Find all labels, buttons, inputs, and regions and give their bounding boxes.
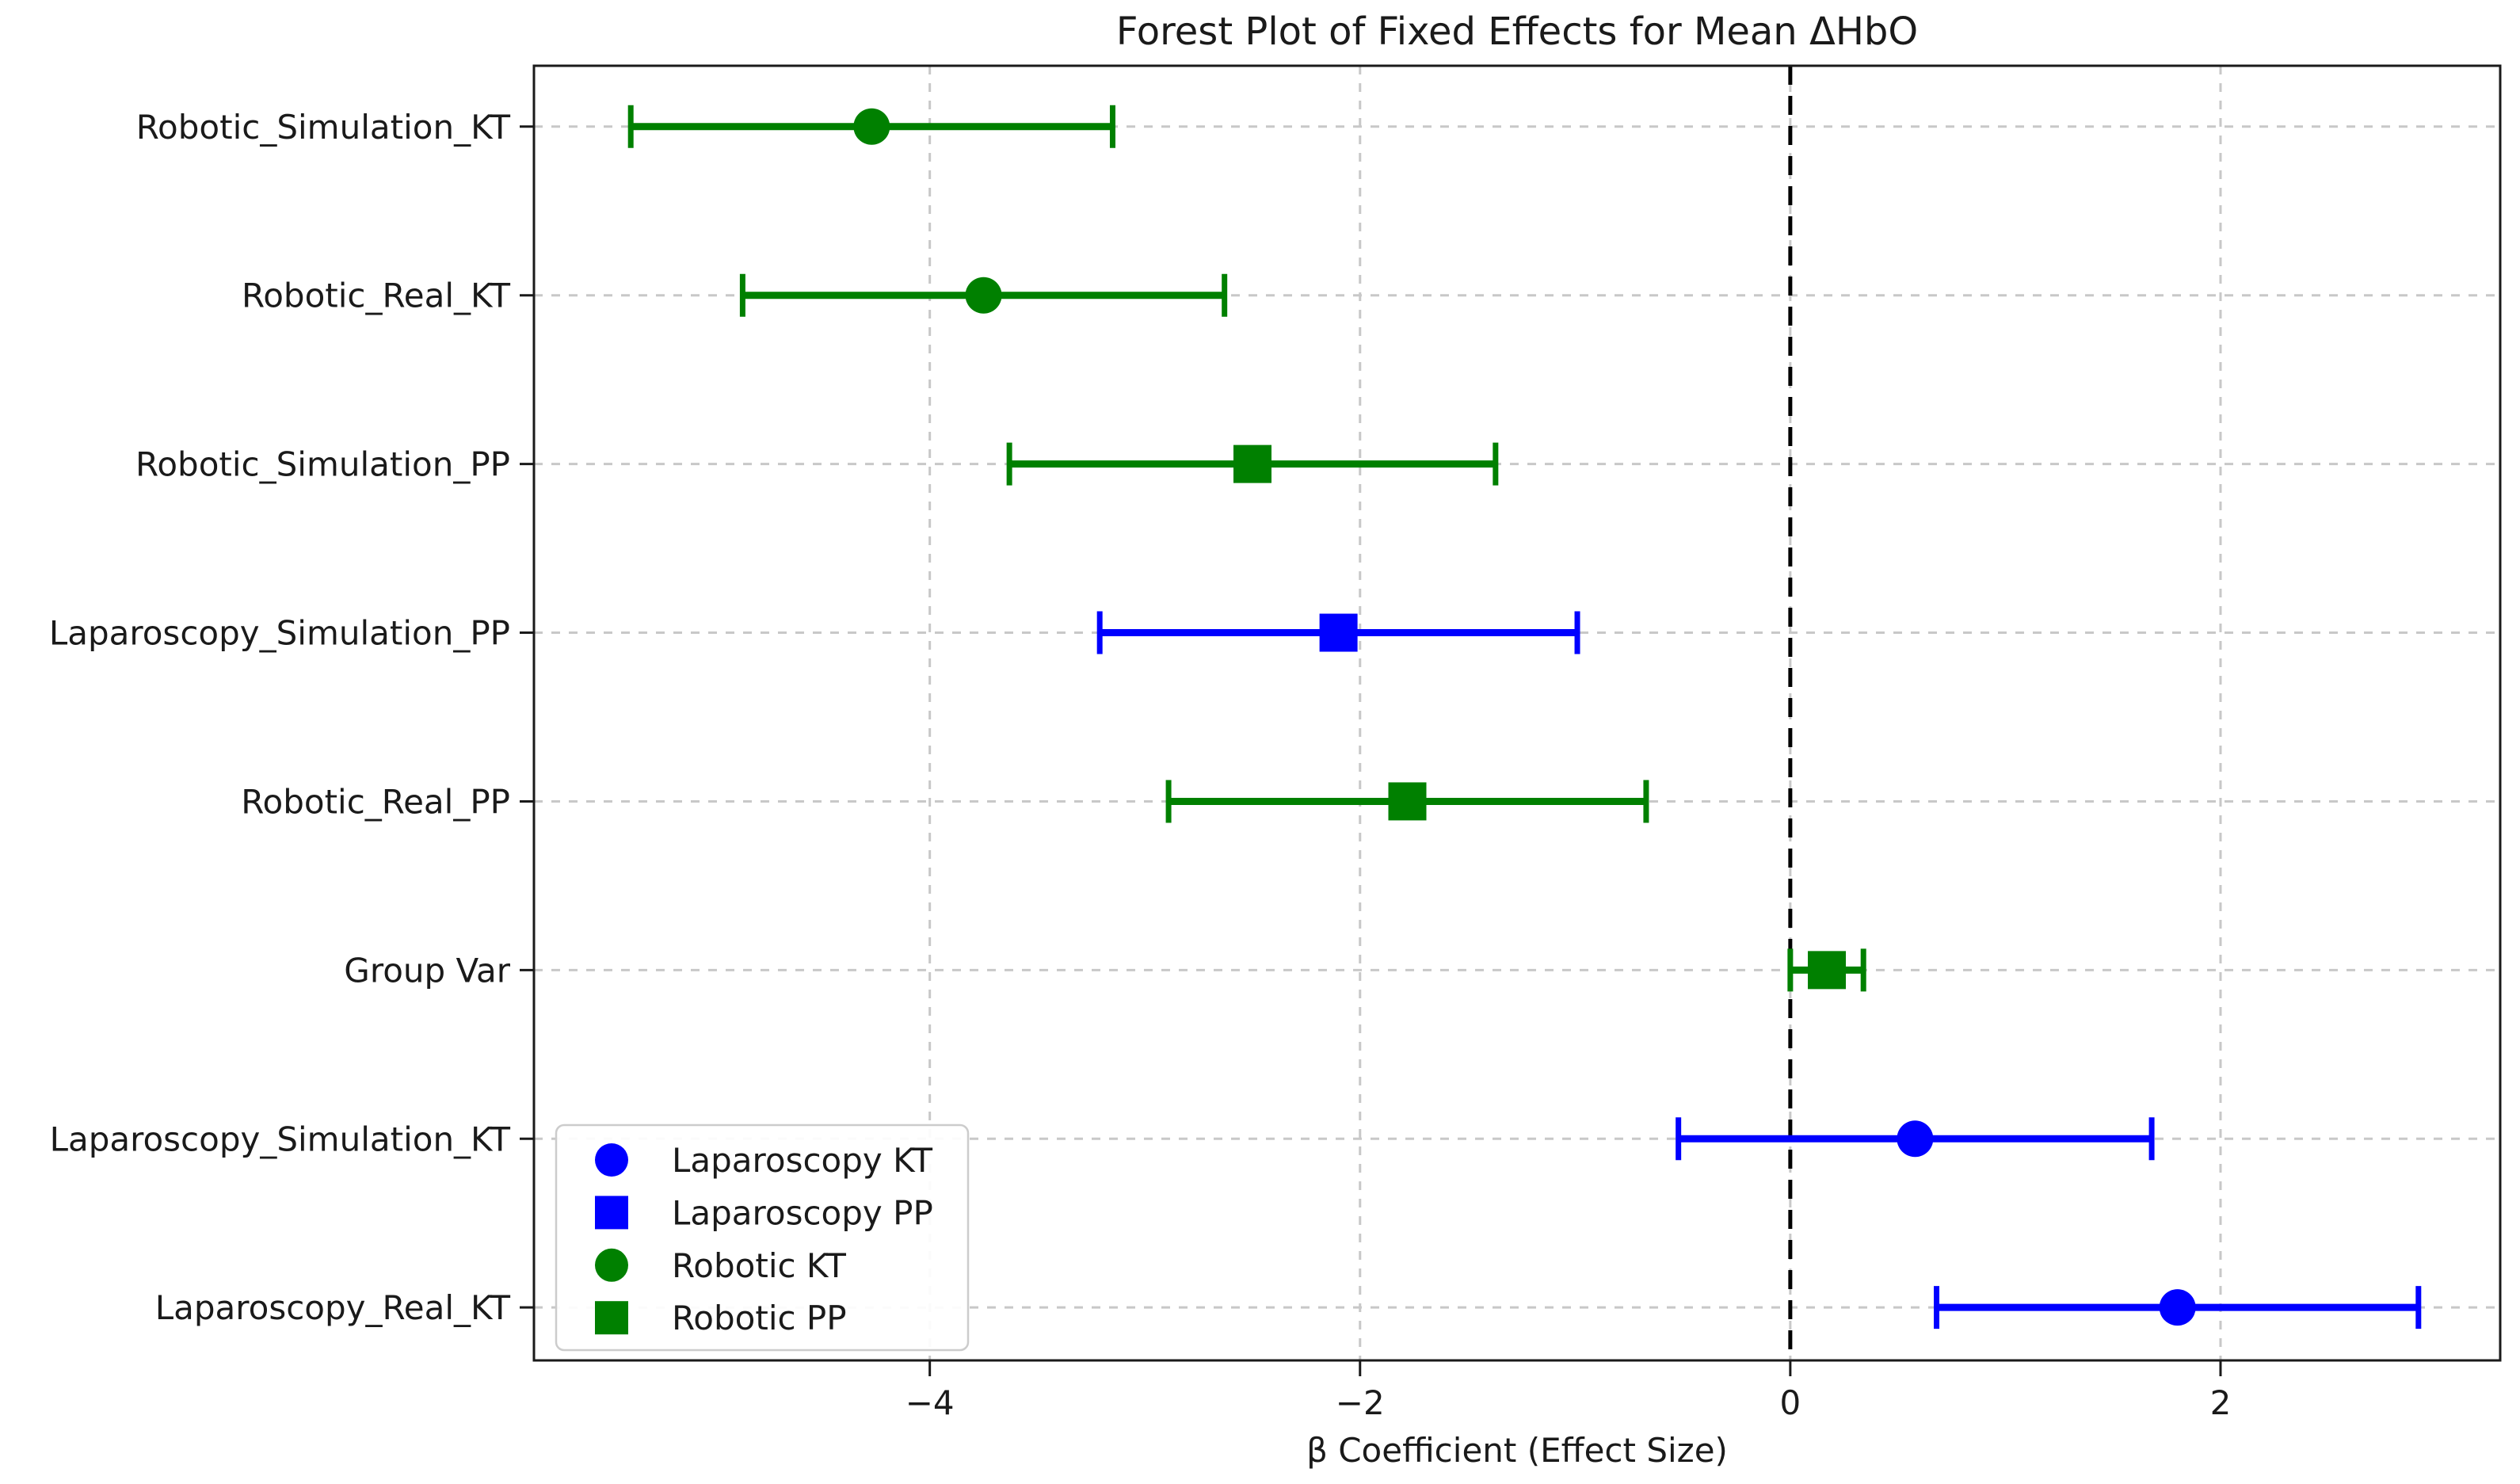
x-tick-label: −2 xyxy=(1336,1383,1385,1422)
legend-marker-icon xyxy=(595,1143,628,1177)
y-axis-category-label: Robotic_Simulation_KT xyxy=(136,108,511,147)
data-point-marker xyxy=(853,108,890,145)
legend-label: Robotic PP xyxy=(672,1299,847,1337)
y-axis-category-label: Robotic_Simulation_PP xyxy=(135,445,510,484)
data-point-marker xyxy=(1233,444,1271,483)
y-axis-category-label: Robotic_Real_PP xyxy=(241,782,510,821)
data-point-marker xyxy=(1319,613,1358,652)
x-tick-label: 0 xyxy=(1780,1383,1801,1422)
legend-label: Laparoscopy KT xyxy=(672,1141,932,1180)
x-tick-label: 2 xyxy=(2210,1383,2232,1422)
chart-title: Forest Plot of Fixed Effects for Mean ΔH… xyxy=(1115,10,1919,54)
y-axis-category-label: Laparoscopy_Simulation_KT xyxy=(50,1120,511,1158)
legend-box xyxy=(555,1123,970,1352)
y-axis-category-label: Robotic_Real_KT xyxy=(242,277,510,315)
plot-border xyxy=(532,64,2502,1362)
data-point-marker xyxy=(2159,1289,2196,1326)
legend-marker-icon xyxy=(595,1196,628,1230)
data-point-marker xyxy=(965,277,1002,314)
legend-label: Laparoscopy PP xyxy=(672,1193,933,1232)
y-axis-category-label: Laparoscopy_Real_KT xyxy=(155,1288,511,1327)
y-axis-category-label: Laparoscopy_Simulation_PP xyxy=(49,614,510,653)
data-point-marker xyxy=(1897,1120,1934,1158)
data-point-marker xyxy=(1808,951,1847,990)
legend-marker-icon xyxy=(595,1248,628,1282)
legend-label: Robotic KT xyxy=(672,1246,846,1285)
legend-marker-icon xyxy=(595,1301,628,1335)
data-point-marker xyxy=(1388,782,1427,821)
y-axis-category-label: Group Var xyxy=(344,951,510,990)
x-tick-label: −4 xyxy=(905,1383,955,1422)
x-axis-title: β Coefficient (Effect Size) xyxy=(1306,1431,1728,1470)
